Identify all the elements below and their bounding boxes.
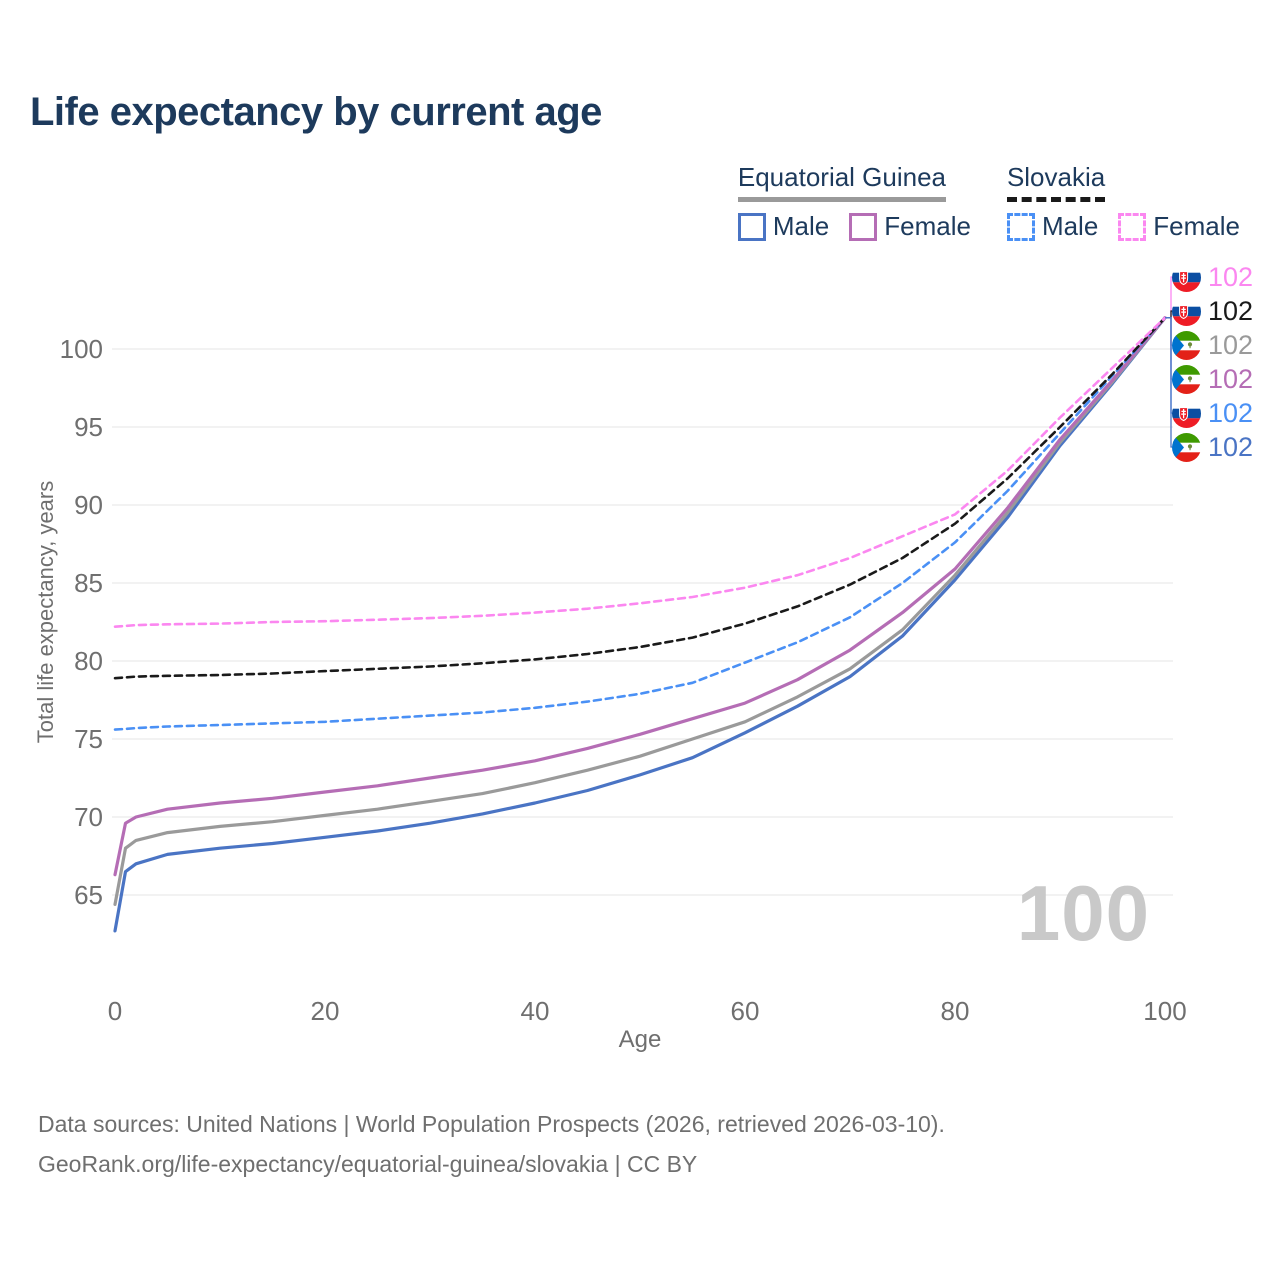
end-label-value: 102 xyxy=(1208,261,1254,292)
x-tick-100: 100 xyxy=(1143,996,1187,1026)
legend-item-slovakia-male[interactable]: Male xyxy=(1006,211,1099,242)
legend-swatch-icon xyxy=(849,212,878,241)
legend-swatch-icon xyxy=(1118,212,1147,241)
legend-item-label: Female xyxy=(884,211,971,241)
y-tick-100: 100 xyxy=(59,334,103,364)
end-label-equatorial-guinea-female: 102 xyxy=(1172,364,1253,394)
legend-item-equatorial-guinea-male[interactable]: Male xyxy=(737,211,830,242)
end-label-equatorial-guinea-all: 102 xyxy=(1172,330,1253,360)
end-label-value: 102 xyxy=(1208,397,1254,428)
end-label-slovakia-female: 102 xyxy=(1172,262,1253,292)
end-label-value: 102 xyxy=(1208,329,1254,360)
y-tick-85: 85 xyxy=(74,568,103,598)
x-axis-title: Age xyxy=(618,1026,662,1053)
end-label-slovakia-male: 102 xyxy=(1172,398,1253,428)
slovakia-flag-icon xyxy=(1172,262,1201,292)
x-tick-80: 80 xyxy=(940,996,970,1026)
legend-item-label: Female xyxy=(1153,211,1240,241)
y-axis-title: Total life expectancy, years xyxy=(33,480,58,744)
end-label-slovakia-all: 102 xyxy=(1172,296,1253,326)
legend-country-equatorial-guinea[interactable]: Equatorial Guinea xyxy=(737,162,947,202)
legend-group-slovakia: Slovakia Male Female xyxy=(1006,162,1240,242)
y-tick-95: 95 xyxy=(74,412,103,442)
legend-items-slovakia: Male Female xyxy=(1006,211,1240,242)
data-sources-line: Data sources: United Nations | World Pop… xyxy=(38,1111,945,1137)
end-label-value: 102 xyxy=(1208,363,1254,394)
series-line-equatorial-guinea-all[interactable] xyxy=(113,316,1167,906)
y-tick-65: 65 xyxy=(74,880,103,910)
y-tick-90: 90 xyxy=(74,490,103,520)
legend-item-label: Male xyxy=(1041,211,1099,241)
equatorial-guinea-flag-icon xyxy=(1172,364,1201,394)
series-line-equatorial-guinea-male[interactable] xyxy=(113,316,1167,933)
x-tick-0: 0 xyxy=(107,996,123,1026)
series-line-slovakia-all[interactable] xyxy=(113,316,1167,680)
page-title: Life expectancy by current age xyxy=(30,90,602,134)
equatorial-guinea-flag-icon xyxy=(1172,432,1201,462)
y-tick-70: 70 xyxy=(74,802,103,832)
legend-swatch-icon xyxy=(737,212,766,241)
attribution-line: GeoRank.org/life-expectancy/equatorial-g… xyxy=(38,1151,698,1177)
x-tick-40: 40 xyxy=(520,996,550,1026)
legend: Equatorial Guinea Male Female Slovakia M… xyxy=(737,162,1240,242)
series-line-equatorial-guinea-female[interactable] xyxy=(113,316,1167,877)
y-tick-75: 75 xyxy=(74,724,103,754)
x-tick-20: 20 xyxy=(310,996,340,1026)
footer: Data sources: United Nations | World Pop… xyxy=(38,1104,945,1184)
y-tick-80: 80 xyxy=(74,646,103,676)
equatorial-guinea-flag-icon xyxy=(1172,330,1201,360)
legend-swatch-icon xyxy=(1006,212,1035,241)
series-line-slovakia-female[interactable] xyxy=(113,316,1167,628)
slovakia-flag-icon xyxy=(1172,296,1201,326)
x-tick-60: 60 xyxy=(730,996,760,1026)
legend-item-label: Male xyxy=(772,211,830,241)
series-line-slovakia-male[interactable] xyxy=(113,316,1167,731)
legend-group-equatorial-guinea: Equatorial Guinea Male Female xyxy=(737,162,971,242)
end-label-equatorial-guinea-male: 102 xyxy=(1172,432,1253,462)
legend-item-equatorial-guinea-female[interactable]: Female xyxy=(849,211,971,242)
legend-country-slovakia[interactable]: Slovakia xyxy=(1006,162,1106,202)
legend-item-slovakia-female[interactable]: Female xyxy=(1118,211,1240,242)
legend-items-equatorial-guinea: Male Female xyxy=(737,211,971,242)
end-label-value: 102 xyxy=(1208,295,1254,326)
end-label-value: 102 xyxy=(1208,431,1254,462)
current-age-indicator: 100 xyxy=(1016,869,1150,957)
slovakia-flag-icon xyxy=(1172,398,1201,428)
